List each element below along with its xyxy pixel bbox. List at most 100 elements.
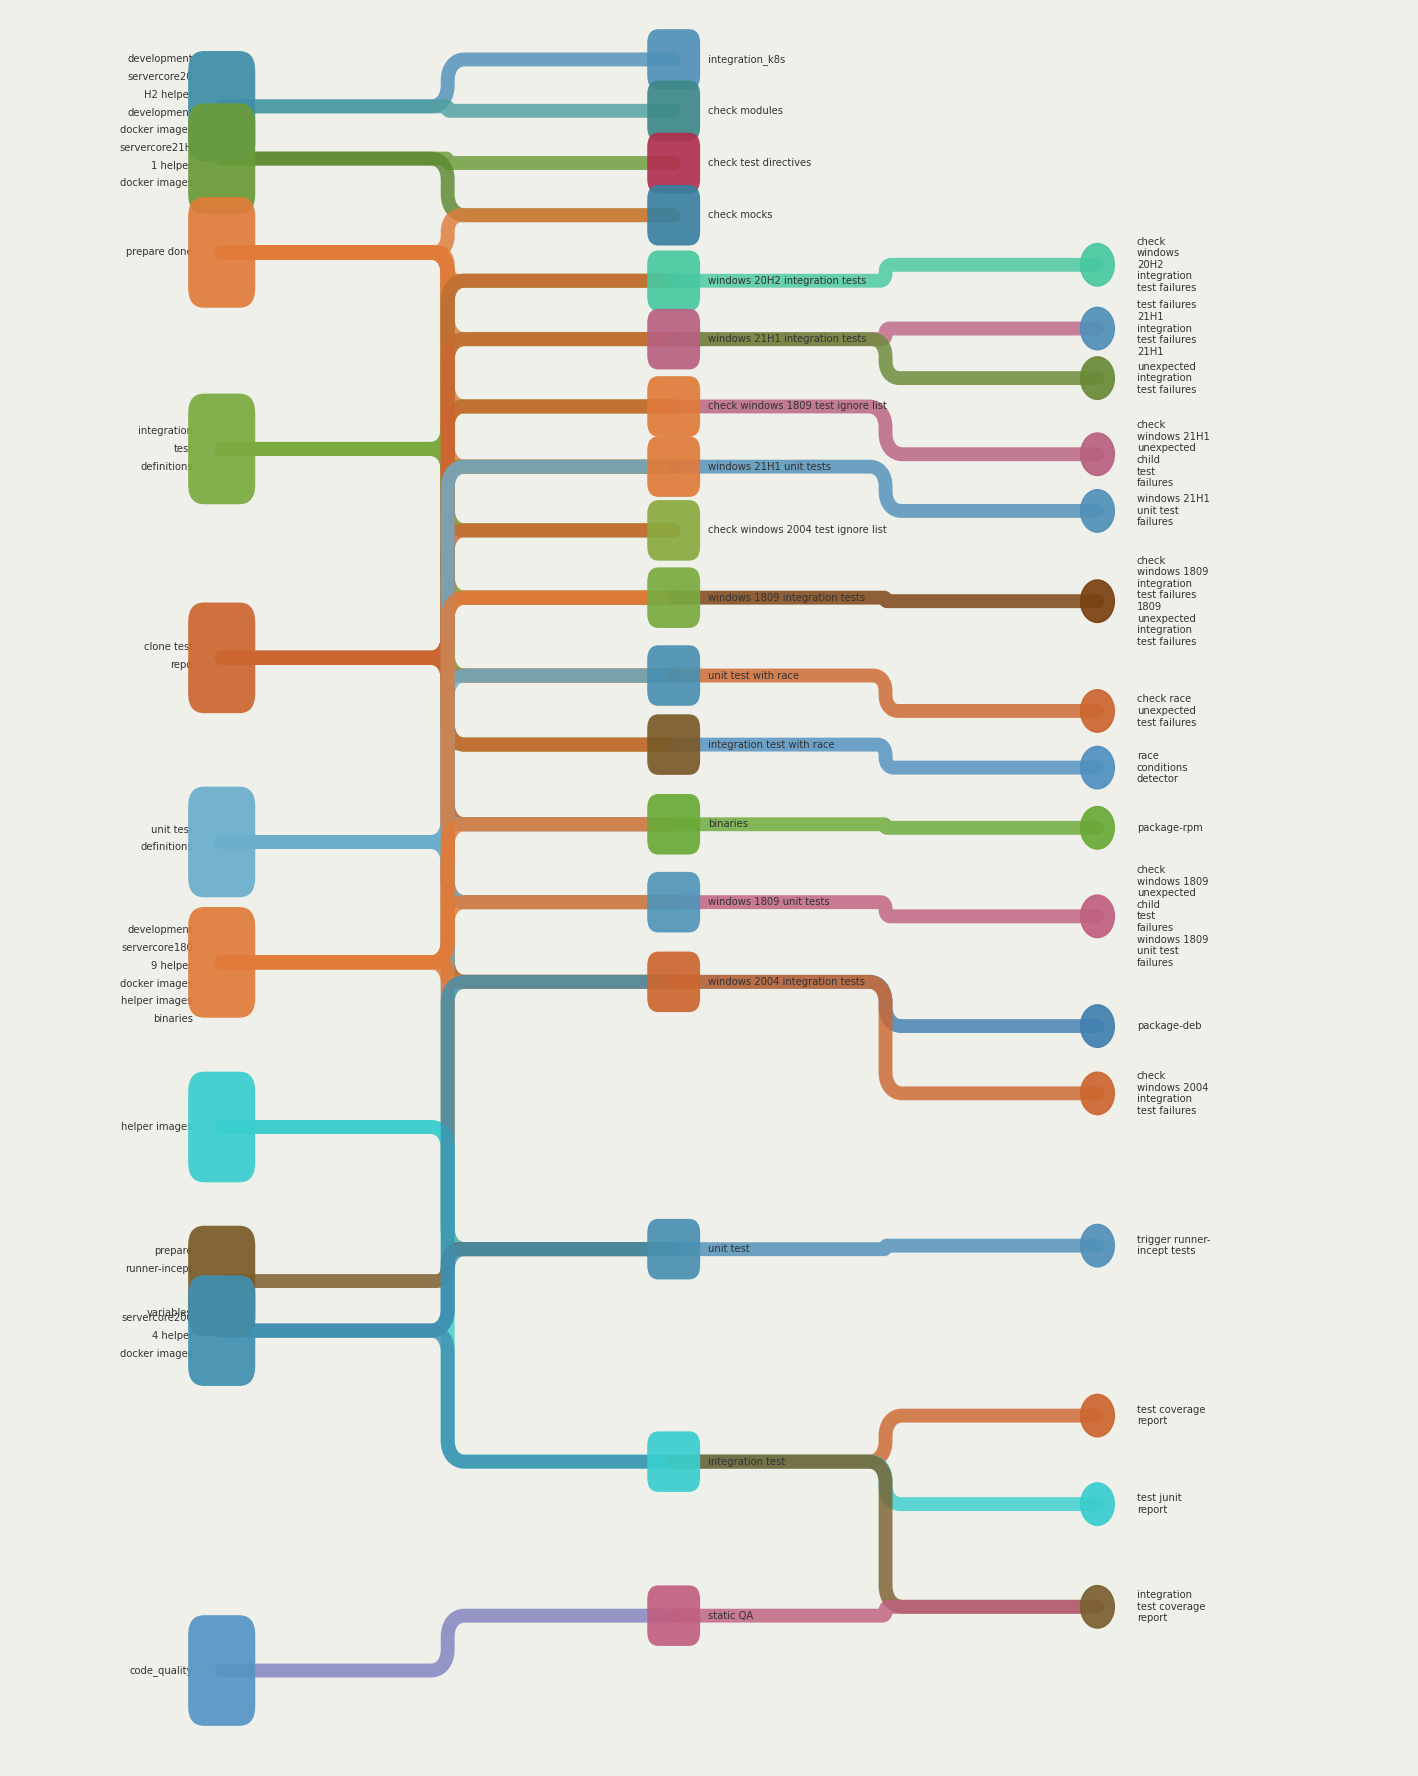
FancyBboxPatch shape bbox=[647, 377, 700, 437]
Text: docker images: docker images bbox=[119, 126, 193, 135]
Text: servercore200: servercore200 bbox=[121, 1312, 193, 1323]
Text: helper images: helper images bbox=[122, 1122, 193, 1131]
Text: static QA: static QA bbox=[709, 1611, 753, 1621]
Circle shape bbox=[1081, 1224, 1115, 1266]
FancyBboxPatch shape bbox=[647, 309, 700, 369]
FancyBboxPatch shape bbox=[647, 1218, 700, 1279]
Text: check mocks: check mocks bbox=[709, 210, 773, 220]
Text: integration
test coverage
report: integration test coverage report bbox=[1137, 1590, 1205, 1623]
Text: windows 20H2 integration tests: windows 20H2 integration tests bbox=[709, 275, 866, 286]
Text: windows 21H1 unit tests: windows 21H1 unit tests bbox=[709, 462, 831, 472]
FancyBboxPatch shape bbox=[189, 197, 255, 307]
Text: definitions: definitions bbox=[140, 462, 193, 472]
FancyBboxPatch shape bbox=[189, 1071, 255, 1183]
Circle shape bbox=[1081, 581, 1115, 622]
Circle shape bbox=[1081, 357, 1115, 400]
Text: docker images: docker images bbox=[119, 1348, 193, 1359]
FancyBboxPatch shape bbox=[647, 952, 700, 1012]
Text: check
windows 1809
integration
test failures
1809
unexpected
integration
test fa: check windows 1809 integration test fail… bbox=[1137, 556, 1208, 646]
FancyBboxPatch shape bbox=[189, 908, 255, 1018]
FancyBboxPatch shape bbox=[189, 1275, 255, 1385]
Text: development: development bbox=[128, 108, 193, 117]
Text: 1 helper: 1 helper bbox=[152, 160, 193, 170]
Text: unit test: unit test bbox=[709, 1245, 750, 1254]
Text: 4 helper: 4 helper bbox=[152, 1330, 193, 1341]
Circle shape bbox=[1081, 433, 1115, 476]
Text: check
windows
20H2
integration
test failures: check windows 20H2 integration test fail… bbox=[1137, 236, 1197, 293]
Text: repo: repo bbox=[170, 661, 193, 670]
Text: windows 1809 unit tests: windows 1809 unit tests bbox=[709, 897, 830, 908]
FancyBboxPatch shape bbox=[647, 133, 700, 194]
Text: helper images: helper images bbox=[122, 996, 193, 1007]
FancyBboxPatch shape bbox=[189, 1614, 255, 1726]
Circle shape bbox=[1081, 1073, 1115, 1115]
Text: check race
unexpected
test failures: check race unexpected test failures bbox=[1137, 694, 1197, 728]
Text: integration_k8s: integration_k8s bbox=[709, 53, 786, 66]
FancyBboxPatch shape bbox=[647, 645, 700, 705]
Text: clone test: clone test bbox=[143, 643, 193, 652]
FancyBboxPatch shape bbox=[647, 28, 700, 91]
Text: servercore20: servercore20 bbox=[128, 73, 193, 82]
Text: check windows 1809 test ignore list: check windows 1809 test ignore list bbox=[709, 401, 888, 412]
Text: windows 21H1
unit test
failures: windows 21H1 unit test failures bbox=[1137, 494, 1210, 527]
Text: integration: integration bbox=[138, 426, 193, 437]
FancyBboxPatch shape bbox=[189, 52, 255, 162]
Text: 9 helper: 9 helper bbox=[152, 961, 193, 971]
Circle shape bbox=[1081, 1394, 1115, 1437]
Text: H2 helper: H2 helper bbox=[143, 91, 193, 99]
Text: servercore180: servercore180 bbox=[121, 943, 193, 954]
Text: check
windows 21H1
unexpected
child
test
failures: check windows 21H1 unexpected child test… bbox=[1137, 421, 1210, 488]
FancyBboxPatch shape bbox=[189, 103, 255, 213]
Text: variables: variables bbox=[147, 1307, 193, 1318]
Text: test junit
report: test junit report bbox=[1137, 1494, 1181, 1515]
Text: code_quality: code_quality bbox=[129, 1666, 193, 1677]
FancyBboxPatch shape bbox=[647, 185, 700, 245]
Text: docker images: docker images bbox=[119, 178, 193, 188]
FancyBboxPatch shape bbox=[647, 1586, 700, 1646]
Text: windows 1809 integration tests: windows 1809 integration tests bbox=[709, 593, 865, 602]
Text: check modules: check modules bbox=[709, 107, 783, 115]
Text: package-deb: package-deb bbox=[1137, 1021, 1201, 1032]
FancyBboxPatch shape bbox=[189, 787, 255, 897]
Text: binaries: binaries bbox=[709, 819, 749, 829]
Text: unit test with race: unit test with race bbox=[709, 671, 800, 680]
Circle shape bbox=[1081, 490, 1115, 533]
Text: prepare done: prepare done bbox=[126, 247, 193, 258]
Text: binaries: binaries bbox=[153, 1014, 193, 1025]
FancyBboxPatch shape bbox=[189, 394, 255, 504]
FancyBboxPatch shape bbox=[647, 567, 700, 629]
Text: test: test bbox=[173, 444, 193, 455]
Text: prepare: prepare bbox=[155, 1247, 193, 1256]
FancyBboxPatch shape bbox=[647, 1431, 700, 1492]
Text: development: development bbox=[128, 925, 193, 936]
Circle shape bbox=[1081, 689, 1115, 732]
FancyBboxPatch shape bbox=[189, 1225, 255, 1336]
FancyBboxPatch shape bbox=[189, 602, 255, 714]
FancyBboxPatch shape bbox=[647, 80, 700, 140]
Circle shape bbox=[1081, 806, 1115, 849]
Circle shape bbox=[1081, 746, 1115, 789]
Text: integration test with race: integration test with race bbox=[709, 739, 835, 749]
FancyBboxPatch shape bbox=[647, 714, 700, 774]
Text: definitions: definitions bbox=[140, 842, 193, 852]
Circle shape bbox=[1081, 243, 1115, 286]
Text: trigger runner-
incept tests: trigger runner- incept tests bbox=[1137, 1234, 1211, 1256]
Circle shape bbox=[1081, 307, 1115, 350]
Circle shape bbox=[1081, 1586, 1115, 1629]
Circle shape bbox=[1081, 1483, 1115, 1526]
Text: unit test: unit test bbox=[150, 824, 193, 835]
Text: runner-incept: runner-incept bbox=[125, 1265, 193, 1273]
FancyBboxPatch shape bbox=[647, 501, 700, 561]
Text: windows 2004 integration tests: windows 2004 integration tests bbox=[709, 977, 865, 987]
Text: check
windows 1809
unexpected
child
test
failures
windows 1809
unit test
failure: check windows 1809 unexpected child test… bbox=[1137, 865, 1208, 968]
FancyBboxPatch shape bbox=[647, 437, 700, 497]
Text: windows 21H1 integration tests: windows 21H1 integration tests bbox=[709, 334, 866, 345]
FancyBboxPatch shape bbox=[647, 872, 700, 932]
Text: unexpected
integration
test failures: unexpected integration test failures bbox=[1137, 362, 1197, 394]
Text: integration test: integration test bbox=[709, 1456, 786, 1467]
Text: servercore21H: servercore21H bbox=[119, 142, 193, 153]
Circle shape bbox=[1081, 895, 1115, 938]
Text: test coverage
report: test coverage report bbox=[1137, 1405, 1205, 1426]
Circle shape bbox=[1081, 1005, 1115, 1048]
Text: check windows 2004 test ignore list: check windows 2004 test ignore list bbox=[709, 526, 888, 535]
